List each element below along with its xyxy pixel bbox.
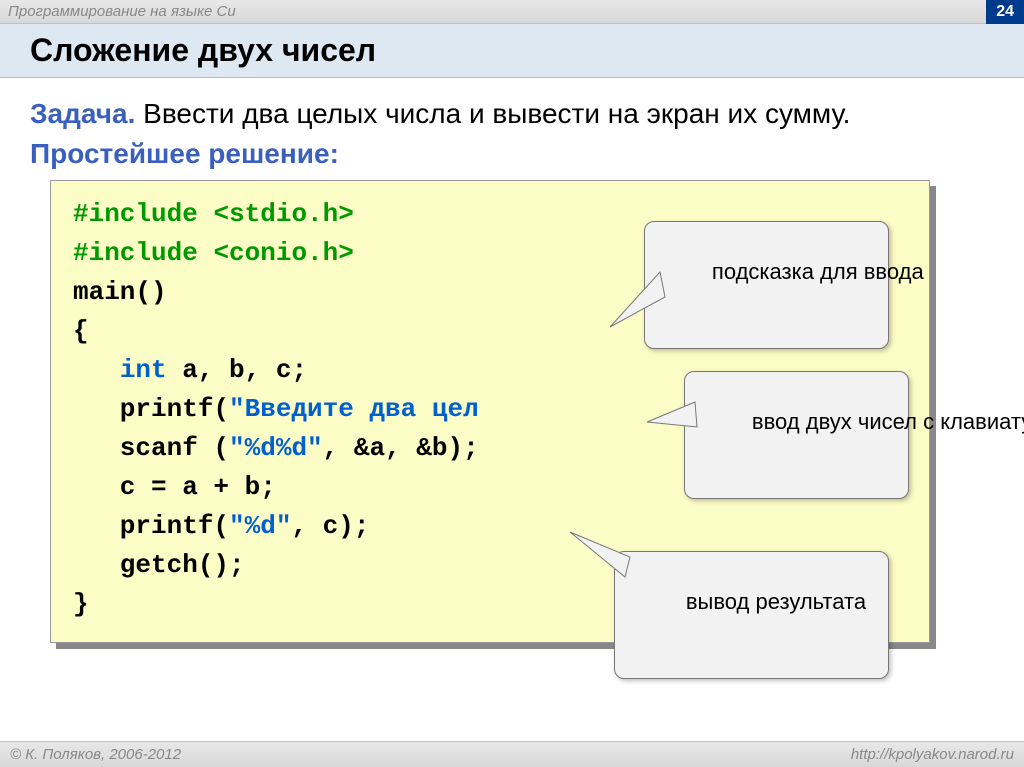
code-line: , c); <box>291 511 369 541</box>
callout-input-two: ввод двух чисел с клавиатуры <box>684 371 909 499</box>
task-body: Ввести два целых числа и вывести на экра… <box>135 98 850 129</box>
callout-tail-icon <box>647 402 702 442</box>
code-box: #include <stdio.h> #include <conio.h> ma… <box>50 180 930 643</box>
course-title: Программирование на языке Си <box>8 3 236 20</box>
callout-tail-icon <box>610 272 670 332</box>
callout-text: вывод результата <box>686 589 866 614</box>
slide-title-bar: Сложение двух чисел <box>0 24 1024 78</box>
header-bar: Программирование на языке Си 24 <box>0 0 1024 24</box>
code-line: <stdio.h> <box>213 199 353 229</box>
code-line: "%d%d" <box>229 433 323 463</box>
callout-text: ввод двух чисел с клавиатуры <box>752 409 1024 434</box>
callout-output: вывод результата <box>614 551 889 679</box>
code-line: , &a, &b); <box>323 433 479 463</box>
code-line: "Введите два цел <box>229 394 479 424</box>
footer-bar: © К. Поляков, 2006-2012 http://kpolyakov… <box>0 741 1024 767</box>
code-line: scanf ( <box>73 433 229 463</box>
copyright: © К. Поляков, 2006-2012 <box>10 746 181 763</box>
code-line <box>73 355 120 385</box>
code-line: #include <box>73 238 213 268</box>
code-line: <conio.h> <box>213 238 353 268</box>
code-block: #include <stdio.h> #include <conio.h> ma… <box>50 180 930 643</box>
slide-title: Сложение двух чисел <box>30 32 994 69</box>
callout-tail-icon <box>570 532 640 582</box>
code-line: #include <box>73 199 213 229</box>
code-line: printf( <box>73 511 229 541</box>
task-text: Задача. Ввести два целых числа и вывести… <box>30 96 994 132</box>
task-label: Задача. <box>30 98 135 129</box>
page-number: 24 <box>986 0 1024 24</box>
content-area: Задача. Ввести два целых числа и вывести… <box>0 78 1024 643</box>
code-line: a, b, c; <box>167 355 307 385</box>
callout-text: подсказка для ввода <box>712 259 924 284</box>
footer-url: http://kpolyakov.narod.ru <box>851 746 1014 763</box>
callout-hint-input: подсказка для ввода <box>644 221 889 349</box>
code-line: printf( <box>73 394 229 424</box>
code-line: int <box>120 355 167 385</box>
code-line: "%d" <box>229 511 291 541</box>
solution-label: Простейшее решение: <box>30 138 994 170</box>
